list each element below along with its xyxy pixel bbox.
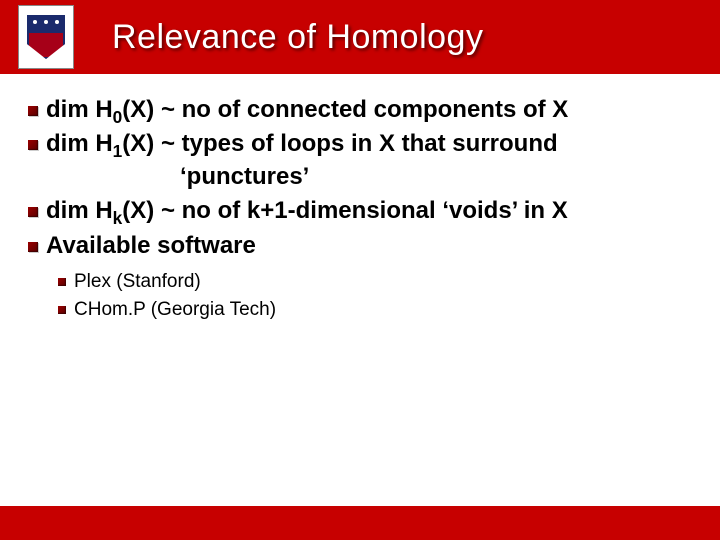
sub-bullet-list: Plex (Stanford) CHom.P (Georgia Tech) bbox=[74, 268, 684, 325]
bullet-text: dim Hk(X) ~ no of k+1-dimensional ‘voids… bbox=[46, 197, 568, 224]
slide-footer bbox=[0, 506, 720, 540]
slide-header: Relevance of Homology bbox=[0, 0, 720, 74]
bullet-text: Available software bbox=[46, 232, 256, 259]
square-bullet-icon bbox=[58, 278, 66, 286]
main-bullet-list: dim H0(X) ~ no of connected components o… bbox=[46, 94, 684, 325]
square-bullet-icon bbox=[28, 207, 38, 217]
sub-bullet-chomp: CHom.P (Georgia Tech) bbox=[74, 296, 684, 325]
sub-bullet-text: Plex (Stanford) bbox=[74, 271, 201, 292]
square-bullet-icon bbox=[58, 306, 66, 314]
bullet-h0: dim H0(X) ~ no of connected components o… bbox=[46, 94, 684, 126]
bullet-text: dim H1(X) ~ types of loops in X that sur… bbox=[46, 130, 558, 157]
square-bullet-icon bbox=[28, 106, 38, 116]
slide: Relevance of Homology dim H0(X) ~ no of … bbox=[0, 0, 720, 540]
penn-shield-logo bbox=[18, 5, 74, 69]
shield-icon bbox=[27, 15, 65, 59]
sub-bullet-plex: Plex (Stanford) bbox=[74, 268, 684, 297]
square-bullet-icon bbox=[28, 242, 38, 252]
bullet-software: Available software Plex (Stanford) CHom.… bbox=[46, 230, 684, 325]
bullet-h1: dim H1(X) ~ types of loops in X that sur… bbox=[46, 128, 684, 193]
bullet-h1-line2: ‘punctures’ bbox=[46, 161, 684, 193]
slide-body: dim H0(X) ~ no of connected components o… bbox=[0, 74, 720, 325]
slide-title: Relevance of Homology bbox=[112, 18, 483, 57]
bullet-text: dim H0(X) ~ no of connected components o… bbox=[46, 96, 568, 123]
sub-bullet-text: CHom.P (Georgia Tech) bbox=[74, 299, 276, 320]
bullet-hk: dim Hk(X) ~ no of k+1-dimensional ‘voids… bbox=[46, 195, 684, 227]
square-bullet-icon bbox=[28, 140, 38, 150]
